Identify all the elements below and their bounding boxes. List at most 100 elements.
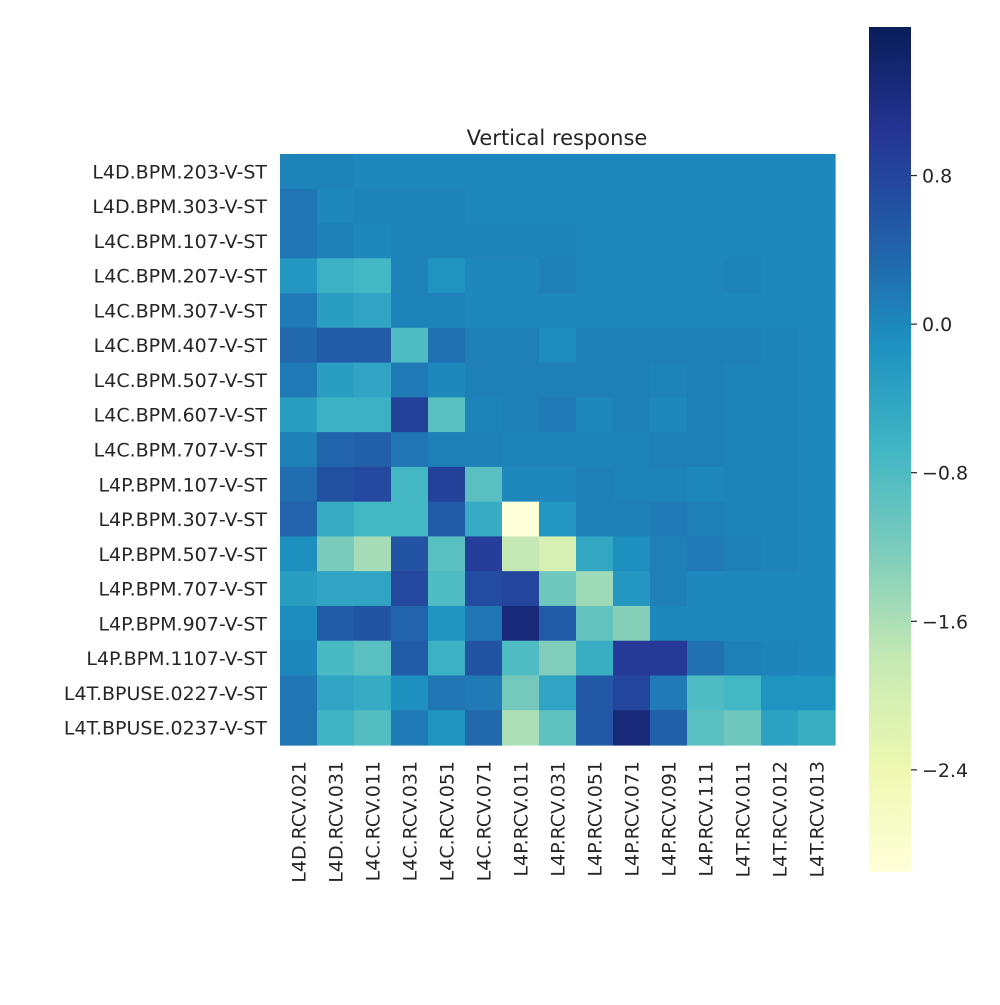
heatmap-cell [761,223,799,259]
heatmap-cell [428,432,466,468]
heatmap-cell [354,605,392,642]
heatmap-cell [650,327,688,364]
heatmap-cell [576,466,614,503]
heatmap-cell [650,466,688,503]
heatmap-cell [465,327,503,364]
heatmap-cell [502,223,540,259]
heatmap-cell [539,605,577,642]
heatmap-cell [502,605,540,642]
x-tick-label: L4P.RCV.071 [622,761,644,877]
heatmap-cell [502,327,540,364]
heatmap-cell [650,258,688,294]
heatmap-cell [317,397,355,433]
heatmap-cell [724,536,762,572]
heatmap-cell [687,501,725,538]
heatmap-cell [502,258,540,294]
colorbar-ticks: 0.8 0.0 −0.8 −1.6 −2.4 [911,166,968,782]
heatmap-cell [724,223,762,259]
heatmap-cell [391,293,429,329]
heatmap-cell [280,501,318,538]
heatmap-cell [687,571,725,607]
heatmap-cell [798,675,836,711]
heatmap-cell [798,154,836,190]
y-tick-label: L4D.BPM.303-V-ST [92,196,267,218]
heatmap-cell [428,188,466,225]
heatmap-cell [391,188,429,225]
heatmap-cell [428,154,466,190]
heatmap-cell [465,154,503,190]
heatmap-cell [354,536,392,572]
heatmap-cell [576,571,614,607]
heatmap-cell [761,432,799,468]
heatmap-cell [354,362,392,398]
heatmap-cell [502,432,540,468]
heatmap-cell [502,675,540,711]
heatmap-cell [613,710,651,746]
heatmap-cell [391,640,429,677]
heatmap-cell [798,188,836,225]
heatmap-cell [576,640,614,677]
heatmap-cell [650,188,688,225]
heatmap-cell [354,188,392,225]
heatmap-cell [650,571,688,607]
heatmap-cell [613,362,651,398]
heatmap-cell [428,466,466,503]
heatmap-cell [724,327,762,364]
heatmap-cell [280,293,318,329]
heatmap-cell [576,258,614,294]
heatmap-cell [576,327,614,364]
heatmap-cell [317,466,355,503]
x-tick-label: L4T.RCV.012 [770,761,792,877]
heatmap-cell [761,258,799,294]
heatmap-cell [539,223,577,259]
x-tick-label: L4P.RCV.111 [696,761,718,877]
heatmap-cell [354,258,392,294]
heatmap-cell [465,432,503,468]
heatmap-cell [354,675,392,711]
heatmap-cell [502,188,540,225]
heatmap-cell [354,154,392,190]
heatmap-cell [761,710,799,746]
x-tick-label: L4P.RCV.091 [659,761,681,877]
heatmap-cell [724,293,762,329]
heatmap-cell [650,501,688,538]
heatmap-cell [354,293,392,329]
heatmap-cell [465,571,503,607]
heatmap-cell [761,605,799,642]
heatmap-cell [798,223,836,259]
heatmap-cell [687,675,725,711]
heatmap-cell [502,154,540,190]
heatmap-cell [724,640,762,677]
heatmap-cell [613,188,651,225]
heatmap-cell [391,675,429,711]
y-tick-label: L4C.BPM.407-V-ST [94,335,268,357]
heatmap-cell [539,640,577,677]
heatmap-cell [613,605,651,642]
y-tick-label: L4C.BPM.107-V-ST [94,231,268,253]
heatmap-cell [576,188,614,225]
heatmap-cell [687,605,725,642]
heatmap-cell [391,223,429,259]
heatmap-cell [576,293,614,329]
heatmap-cell [391,327,429,364]
x-tick-label: L4T.RCV.011 [733,761,755,877]
heatmap-cell [613,501,651,538]
heatmap-cell [391,605,429,642]
heatmap-cell [650,362,688,398]
heatmap-cell [354,640,392,677]
heatmap-cell [354,710,392,746]
heatmap-cell [798,258,836,294]
heatmap-cell [724,432,762,468]
heatmap-cell [280,154,318,190]
heatmap-cell [317,501,355,538]
heatmap-cell [539,188,577,225]
heatmap-cell [280,640,318,677]
y-tick-label: L4P.BPM.507-V-ST [98,544,267,566]
heatmap-cell [280,536,318,572]
heatmap-cell [650,223,688,259]
heatmap-cell [687,466,725,503]
heatmap-cell [354,432,392,468]
heatmap-cell [761,362,799,398]
heatmap-cell [724,605,762,642]
heatmap-cell [280,466,318,503]
